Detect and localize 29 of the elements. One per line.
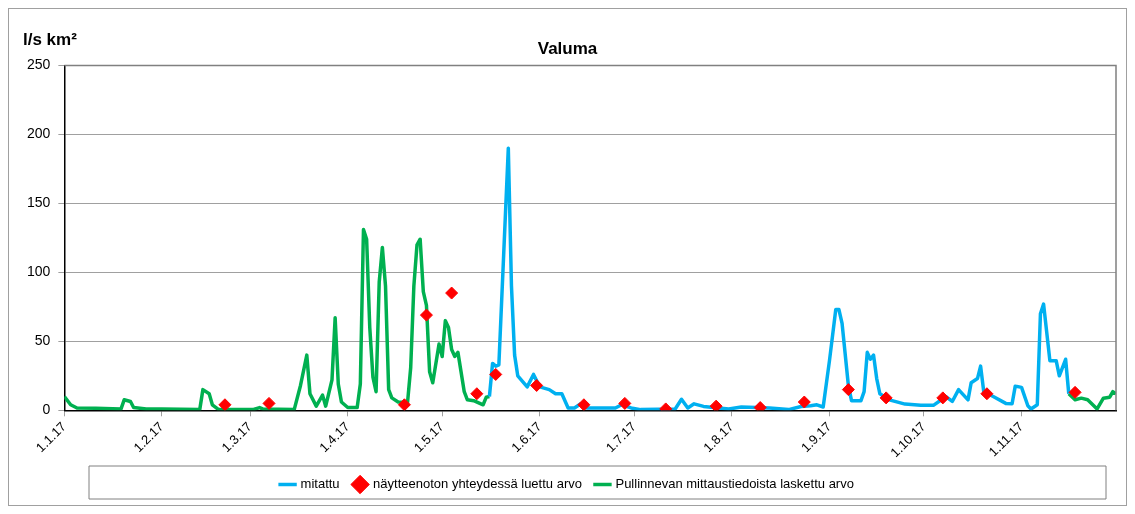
legend-label: Pullinnevan mittaustiedoista laskettu arvo [615, 476, 854, 492]
y-tick-label: 150 [27, 194, 51, 211]
point [419, 308, 433, 322]
legend-label: näytteenoton yhteydessä luettu arvo [373, 476, 582, 492]
point [577, 398, 591, 411]
y-axis-title: l/s km² [23, 30, 78, 49]
point [262, 396, 276, 410]
y-tick-label: 200 [27, 125, 51, 142]
point [618, 396, 632, 410]
point [797, 395, 811, 409]
point [841, 383, 855, 397]
point [753, 401, 767, 411]
legend-label: mitattu [300, 476, 340, 492]
y-tick-label: 100 [27, 263, 51, 280]
point [445, 286, 459, 300]
point [709, 399, 723, 411]
point [470, 387, 484, 401]
point [879, 391, 893, 405]
point [397, 398, 411, 411]
y-tick-label: 0 [42, 401, 51, 418]
y-tick-label: 50 [34, 332, 51, 349]
point [530, 378, 544, 392]
point [936, 391, 950, 405]
chart-title: Valuma [537, 38, 598, 58]
point [218, 398, 232, 411]
point [1068, 385, 1082, 399]
point [489, 367, 503, 381]
point [980, 387, 994, 401]
y-tick-label: 250 [27, 56, 51, 73]
